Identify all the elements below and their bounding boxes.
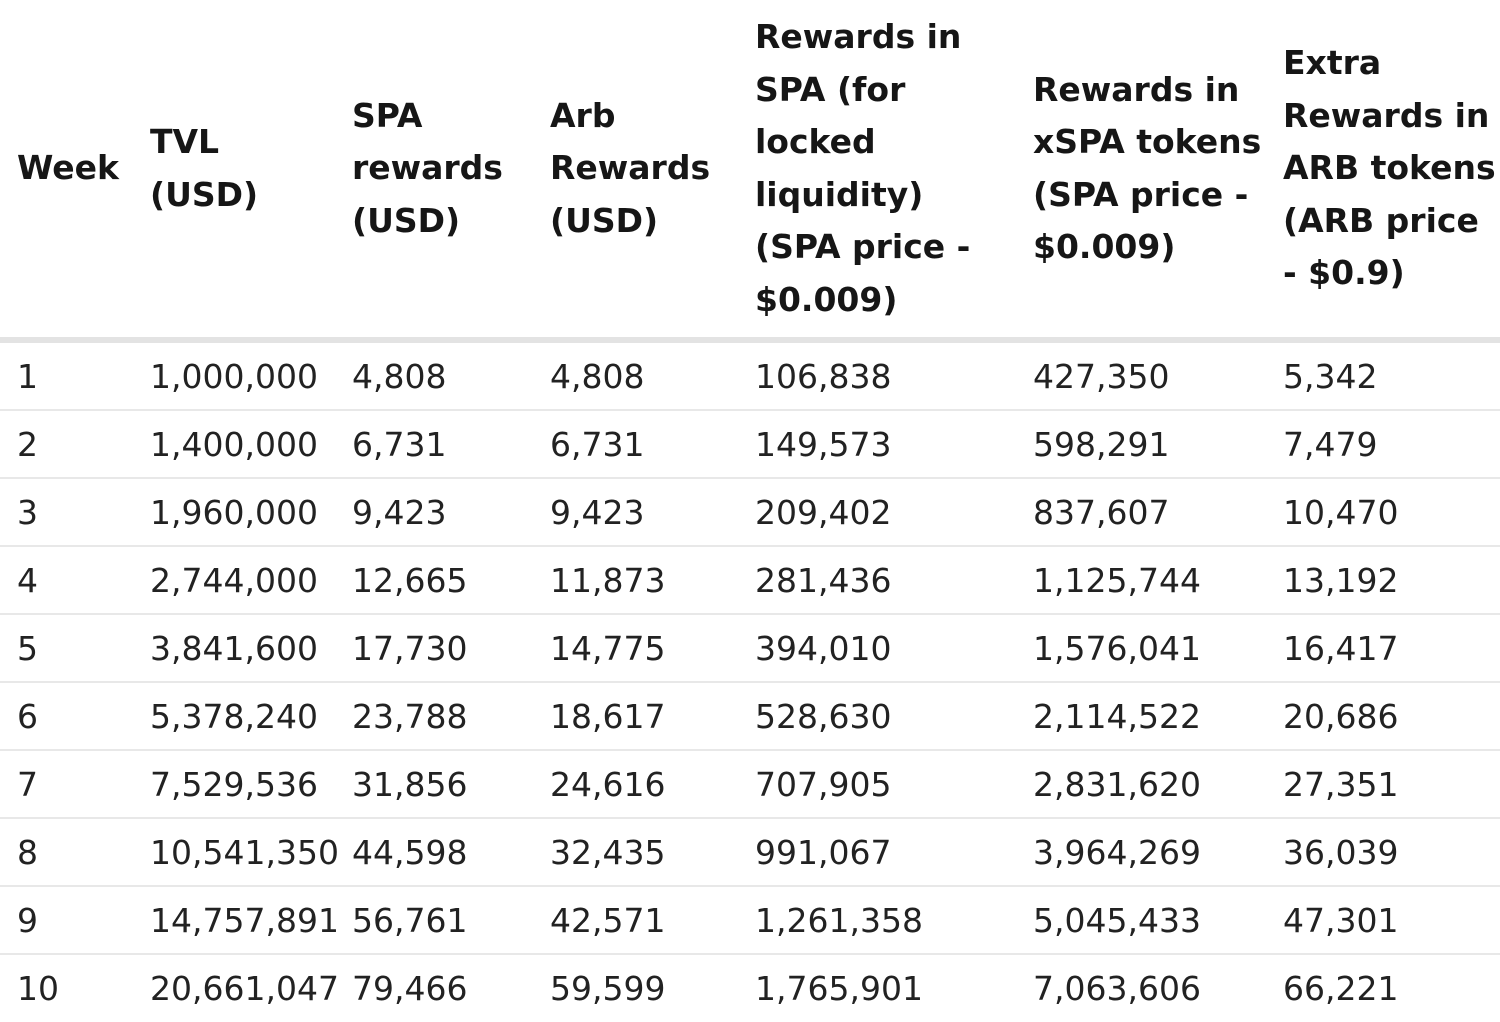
cell-rewards-in-spa: 991,067 (738, 818, 1016, 887)
table-row: 5 3,841,600 17,730 14,775 394,010 1,576,041 16… (0, 614, 1500, 683)
cell-arb-rewards: 11,873 (533, 546, 738, 615)
cell-tvl: 5,378,240 (133, 682, 335, 751)
cell-week: 10 (17, 969, 59, 1008)
header-rewards-in-spa: Rewards in SPA (for locked liquidity) (S… (738, 0, 1016, 343)
cell-week: 8 (0, 818, 133, 887)
cell-week: 9 (0, 886, 133, 955)
cell-rewards-in-xspa: 598,291 (1016, 410, 1266, 479)
cell-extra-rewards-arb: 47,301 (1266, 886, 1500, 955)
cell-arb-rewards: 42,571 (533, 886, 738, 955)
header-extra-rewards-arb: Extra Rewards in ARB tokens (ARB price -… (1266, 0, 1500, 343)
header-tvl: TVL (USD) (133, 0, 335, 343)
cell-tvl: 7,529,536 (133, 750, 335, 819)
table-body: 1 1,000,000 4,808 4,808 106,838 427,350 5,342 2… (0, 340, 1500, 1022)
cell-tvl: 1,960,000 (133, 478, 335, 547)
cell-arb-rewards: 14,775 (533, 614, 738, 683)
cell-spa-rewards: 56,761 (335, 886, 533, 955)
cell-tvl: 1,000,000 (133, 340, 335, 411)
cell-week: 2 (0, 410, 133, 479)
header-arb-rewards: Arb Rewards (USD) (533, 0, 738, 343)
header-spa-rewards: SPA rewards (USD) (335, 0, 533, 343)
table-header: Week TVL (USD) SPA rewards (USD) Arb Rew… (0, 0, 1500, 343)
cell-tvl: 14,757,891 (133, 886, 339, 955)
cell-extra-rewards-arb: 27,351 (1266, 750, 1500, 819)
cell-tvl: 2,744,000 (133, 546, 335, 615)
cell-rewards-in-spa: 394,010 (738, 614, 1016, 683)
cell-rewards-in-xspa: 3,964,269 (1016, 818, 1266, 887)
cell-tvl: 10,541,350 (133, 818, 339, 887)
table-row: 6 5,378,240 23,788 18,617 528,630 2,114,522 20… (0, 682, 1500, 751)
table-row: 1 1,000,000 4,808 4,808 106,838 427,350 5,342 (0, 340, 1500, 411)
table-row: 4 2,744,000 12,665 11,873 281,436 1,125,744 13… (0, 546, 1500, 615)
cell-spa-rewards: 31,856 (335, 750, 533, 819)
cell-spa-rewards: 9,423 (335, 478, 533, 547)
cell-rewards-in-spa: 1,261,358 (738, 886, 1016, 955)
table-row: 7 7,529,536 31,856 24,616 707,905 2,831,620 27… (0, 750, 1500, 819)
header-week: Week (0, 0, 133, 343)
cell-tvl: 3,841,600 (133, 614, 335, 683)
table-row: 2 1,400,000 6,731 6,731 149,573 598,291 7,479 (0, 410, 1500, 479)
cell-extra-rewards-arb: 5,342 (1266, 340, 1500, 411)
cell-rewards-in-xspa: 2,114,522 (1016, 682, 1266, 751)
cell-spa-rewards: 6,731 (335, 410, 533, 479)
table-row: 8 10,541,350 44,598 32,435 991,067 3,964,269 3… (0, 818, 1500, 887)
header-rewards-in-xspa: Rewards in xSPA tokens (SPA price - $0.0… (1016, 0, 1266, 343)
cell-rewards-in-xspa: 837,607 (1016, 478, 1266, 547)
cell-rewards-in-xspa: 427,350 (1016, 340, 1266, 411)
cell-arb-rewards: 4,808 (533, 340, 738, 411)
cell-week: 3 (0, 478, 133, 547)
cell-extra-rewards-arb: 10,470 (1266, 478, 1500, 547)
cell-arb-rewards: 18,617 (533, 682, 738, 751)
cell-rewards-in-spa: 281,436 (738, 546, 1016, 615)
cell-extra-rewards-arb: 20,686 (1266, 682, 1500, 751)
cell-spa-rewards: 17,730 (335, 614, 533, 683)
cell-rewards-in-spa: 106,838 (738, 340, 1016, 411)
cell-spa-rewards: 79,466 (352, 969, 468, 1008)
cell-week: 5 (0, 614, 133, 683)
cell-rewards-in-spa: 707,905 (738, 750, 1016, 819)
table-row: 9 14,757,891 56,761 42,571 1,261,358 5,045,43… (0, 886, 1500, 955)
cell-rewards-in-spa: 1,765,901 (755, 969, 923, 1008)
cell-rewards-in-spa: 209,402 (738, 478, 1016, 547)
cell-rewards-in-xspa: 1,125,744 (1016, 546, 1266, 615)
header-row: Week TVL (USD) SPA rewards (USD) Arb Rew… (0, 0, 1500, 343)
cell-tvl: 20,661,047 (150, 969, 339, 1008)
table-row: 3 1,960,000 9,423 9,423 209,402 837,607 10,470 (0, 478, 1500, 547)
cell-week: 1 (0, 340, 133, 411)
cell-extra-rewards-arb: 7,479 (1266, 410, 1500, 479)
cell-spa-rewards: 12,665 (335, 546, 533, 615)
cell-extra-rewards-arb: 13,192 (1266, 546, 1500, 615)
cell-arb-rewards: 24,616 (533, 750, 738, 819)
cell-spa-rewards: 23,788 (335, 682, 533, 751)
cell-arb-rewards: 32,435 (533, 818, 738, 887)
cell-week: 4 (0, 546, 133, 615)
cell-rewards-in-xspa: 2,831,620 (1016, 750, 1266, 819)
cell-rewards-in-xspa: 5,045,433 (1016, 886, 1266, 955)
cell-arb-rewards: 59,599 (550, 969, 666, 1008)
cell-week: 6 (0, 682, 133, 751)
cell-extra-rewards-arb: 36,039 (1266, 818, 1500, 887)
cell-rewards-in-spa: 149,573 (738, 410, 1016, 479)
cell-tvl: 1,400,000 (133, 410, 335, 479)
cell-extra-rewards-arb: 66,221 (1283, 969, 1399, 1008)
cell-extra-rewards-arb: 16,417 (1266, 614, 1500, 683)
cell-rewards-in-spa: 528,630 (738, 682, 1016, 751)
cell-rewards-in-xspa: 7,063,606 (1033, 969, 1201, 1008)
cell-arb-rewards: 6,731 (533, 410, 738, 479)
cell-spa-rewards: 44,598 (335, 818, 533, 887)
cell-arb-rewards: 9,423 (533, 478, 738, 547)
table-row: 10 20,661,047 79,466 59,599 1,765,901 7,063,6… (0, 954, 1500, 1022)
cell-week: 7 (0, 750, 133, 819)
cell-rewards-in-xspa: 1,576,041 (1016, 614, 1266, 683)
cell-spa-rewards: 4,808 (335, 340, 533, 411)
